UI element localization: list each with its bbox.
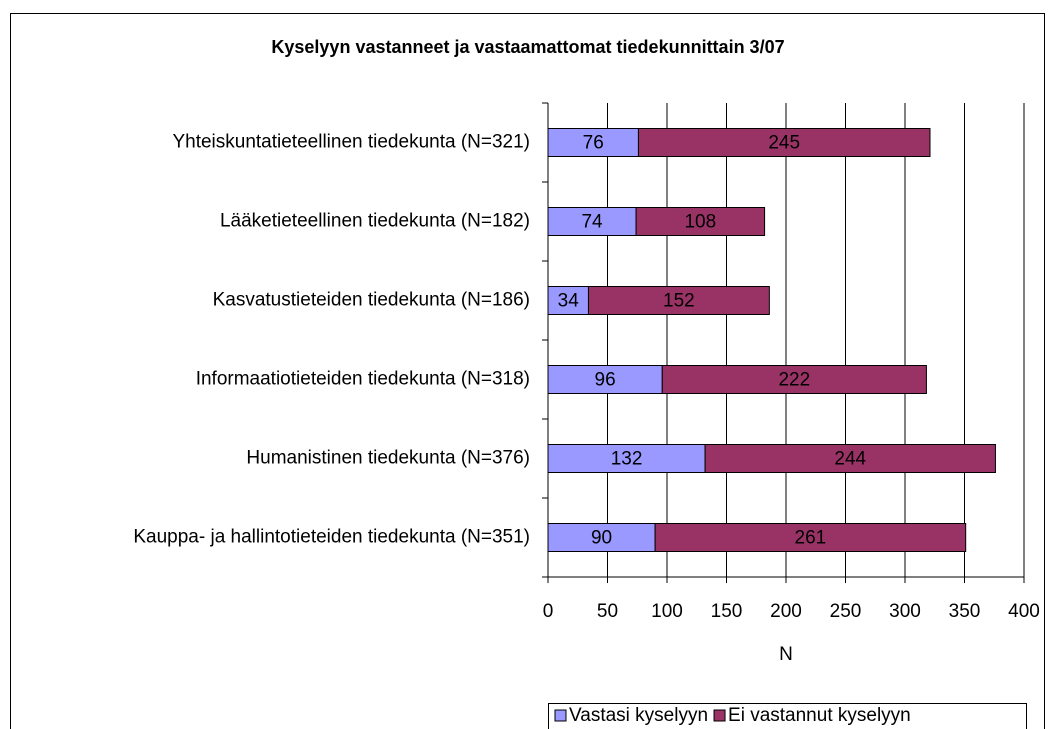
y-tick-label: Yhteiskuntatieteellinen tiedekunta (N=32… xyxy=(172,132,530,153)
bar-segment xyxy=(635,207,766,236)
bar-segment xyxy=(704,444,996,473)
legend-label: Vastasi kyselyyn xyxy=(569,705,708,726)
data-label: 96 xyxy=(595,370,616,391)
legend-swatch xyxy=(713,709,726,722)
y-tick-label: Kasvatustieteiden tiedekunta (N=186) xyxy=(213,290,530,311)
data-label: 245 xyxy=(768,133,800,154)
bar-segment xyxy=(654,523,967,552)
x-tick-label: 200 xyxy=(770,601,802,622)
x-tick-label: 400 xyxy=(1008,601,1040,622)
data-label: 152 xyxy=(663,291,695,312)
bar-segment xyxy=(587,286,770,315)
data-label: 90 xyxy=(591,528,612,549)
y-tick-label: Informaatiotieteiden tiedekunta (N=318) xyxy=(196,369,530,390)
x-tick-label: 0 xyxy=(543,601,554,622)
data-label: 244 xyxy=(834,449,866,470)
legend-swatch xyxy=(554,709,567,722)
y-tick-label: Humanistinen tiedekunta (N=376) xyxy=(246,448,530,469)
bar-segment xyxy=(547,365,663,394)
bar-segment xyxy=(637,128,931,157)
data-label: 76 xyxy=(583,133,604,154)
x-tick-label: 250 xyxy=(830,601,862,622)
bar-segment xyxy=(547,444,706,473)
legend-box xyxy=(548,703,1027,729)
x-axis-label: N xyxy=(779,644,793,665)
bar-segment xyxy=(547,128,639,157)
legend-label: Ei vastannut kyselyyn xyxy=(728,705,911,726)
data-label: 34 xyxy=(558,291,580,312)
x-tick-label: 350 xyxy=(949,601,981,622)
chart-title: Kyselyyn vastanneet ja vastaamattomat ti… xyxy=(271,37,784,57)
data-label: 261 xyxy=(795,528,827,549)
x-tick-label: 50 xyxy=(597,601,618,622)
data-label: 132 xyxy=(611,449,643,470)
data-label: 222 xyxy=(778,370,810,391)
y-tick-label: Kauppa- ja hallintotieteiden tiedekunta … xyxy=(133,527,530,548)
x-tick-label: 300 xyxy=(889,601,921,622)
x-tick-label: 150 xyxy=(711,601,743,622)
y-tick-label: Lääketieteellinen tiedekunta (N=182) xyxy=(220,211,530,232)
data-label: 74 xyxy=(581,212,603,233)
x-tick-label: 100 xyxy=(651,601,683,622)
bar-segment xyxy=(547,207,637,236)
data-label: 108 xyxy=(684,212,716,233)
bar-segment xyxy=(547,286,589,315)
bar-segment xyxy=(661,365,927,394)
bar-segment xyxy=(547,523,656,552)
